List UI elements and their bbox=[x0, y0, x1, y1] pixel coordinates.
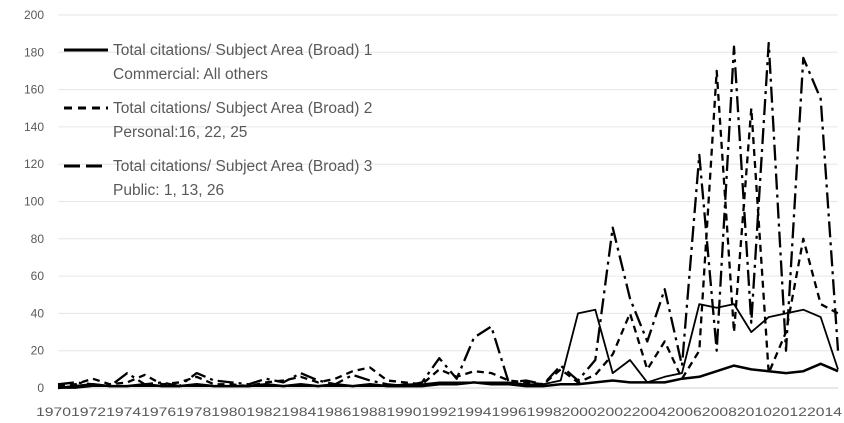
y-tick-label: 160 bbox=[24, 83, 44, 97]
x-tick-label: 2002 bbox=[597, 405, 632, 419]
x-tick-label: 1988 bbox=[351, 405, 386, 419]
series-lines bbox=[57, 41, 840, 390]
x-tick-label: 1998 bbox=[527, 405, 562, 419]
legend-label: Total citations/ Subject Area (Broad) 2 bbox=[113, 100, 372, 117]
series-line-4 bbox=[58, 303, 839, 389]
x-tick-label: 2000 bbox=[562, 405, 597, 419]
y-tick-label: 100 bbox=[24, 195, 44, 209]
x-tick-label: 1986 bbox=[316, 405, 351, 419]
y-axis: 0 20 40 60 80 100 120 140 160 180 200 bbox=[24, 8, 44, 395]
x-tick-label: 2014 bbox=[807, 405, 842, 419]
x-tick-label: 1972 bbox=[71, 405, 106, 419]
x-tick-label: 1992 bbox=[421, 405, 456, 419]
y-tick-label: 200 bbox=[24, 8, 44, 22]
x-tick-label: 2012 bbox=[772, 405, 807, 419]
x-tick-label: 2004 bbox=[632, 405, 667, 419]
y-tick-label: 120 bbox=[24, 157, 44, 171]
legend-label: Total citations/ Subject Area (Broad) 3 bbox=[113, 158, 372, 175]
x-tick-label: 1984 bbox=[281, 405, 316, 419]
series-line-2 bbox=[57, 69, 839, 388]
grid-lines bbox=[58, 14, 838, 389]
x-tick-label: 2010 bbox=[737, 405, 772, 419]
x-tick-label: 2006 bbox=[667, 405, 702, 419]
x-tick-label: 1980 bbox=[211, 405, 246, 419]
y-tick-label: 40 bbox=[31, 306, 45, 320]
x-tick-label: 1994 bbox=[457, 405, 492, 419]
legend-label-detail: Public: 1, 13, 26 bbox=[113, 182, 224, 199]
y-tick-label: 80 bbox=[31, 232, 45, 246]
x-axis: 1970 1972 1974 1976 1978 1980 1982 1984 1986 1988… bbox=[36, 387, 842, 419]
legend: Total citations/ Subject Area (Broad) 1 C… bbox=[64, 42, 372, 199]
y-tick-label: 0 bbox=[37, 381, 44, 395]
x-tick-label: 1976 bbox=[141, 405, 176, 419]
x-tick-label: 1974 bbox=[106, 405, 141, 419]
x-tick-label: 1978 bbox=[176, 405, 211, 419]
x-tick-label: 1990 bbox=[386, 405, 421, 419]
x-tick-labels: 1970 1972 1974 1976 1978 1980 1982 1984 1986 1988… bbox=[36, 405, 842, 419]
x-tick-label: 1996 bbox=[492, 405, 527, 419]
y-tick-label: 60 bbox=[31, 269, 45, 283]
x-tick-label: 2008 bbox=[702, 405, 737, 419]
y-tick-label: 180 bbox=[24, 45, 44, 59]
legend-label-detail: Personal:16, 22, 25 bbox=[113, 124, 247, 141]
y-tick-label: 140 bbox=[24, 120, 44, 134]
legend-label-detail: Commercial: All others bbox=[113, 66, 268, 83]
x-tick-label: 1970 bbox=[36, 405, 71, 419]
series-line-3 bbox=[57, 41, 840, 388]
y-tick-label: 20 bbox=[31, 344, 45, 358]
legend-label: Total citations/ Subject Area (Broad) 1 bbox=[113, 42, 372, 59]
x-tick-label: 1982 bbox=[246, 405, 281, 419]
